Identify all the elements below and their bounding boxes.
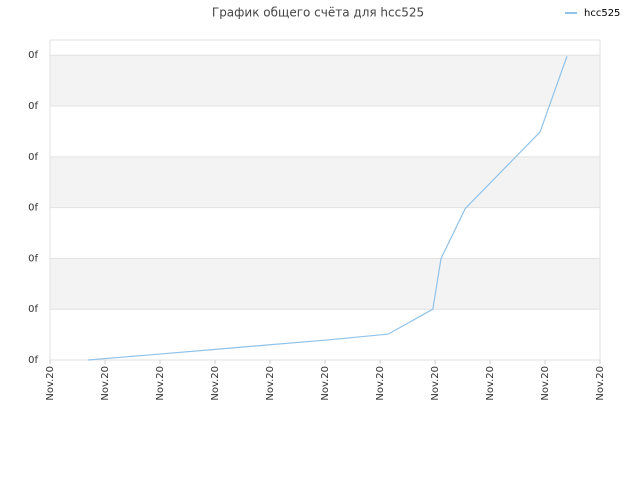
x-tick-label: Nov.20 [540,366,551,401]
y-tick-label: 0f [28,355,38,366]
x-tick-label: Nov.20 [155,366,166,401]
x-tick-label: Nov.20 [430,366,441,401]
y-tick-label: 0f [28,152,38,163]
x-tick-label: Nov.20 [210,366,221,401]
x-tick-label: Nov.20 [320,366,331,401]
x-tick-label: Nov.20 [595,366,606,401]
series-line [87,56,568,361]
x-tick-label: Nov.20 [265,366,276,401]
grid-band [50,258,600,310]
chart-title: График общего счёта для hcc525 [212,6,424,20]
grid-band [50,156,600,208]
x-tick-label: Nov.20 [375,366,386,401]
grid-band [50,55,600,107]
y-tick-label: 0f [28,253,38,264]
x-tick-label: Nov.20 [45,366,56,401]
y-tick-label: 0f [28,101,38,112]
legend-label: hcc525 [584,8,620,19]
x-tick-label: Nov.20 [485,366,496,401]
y-tick-label: 0f [28,50,38,61]
y-tick-label: 0f [28,203,38,214]
x-tick-label: Nov.20 [100,366,111,401]
y-tick-label: 0f [28,304,38,315]
